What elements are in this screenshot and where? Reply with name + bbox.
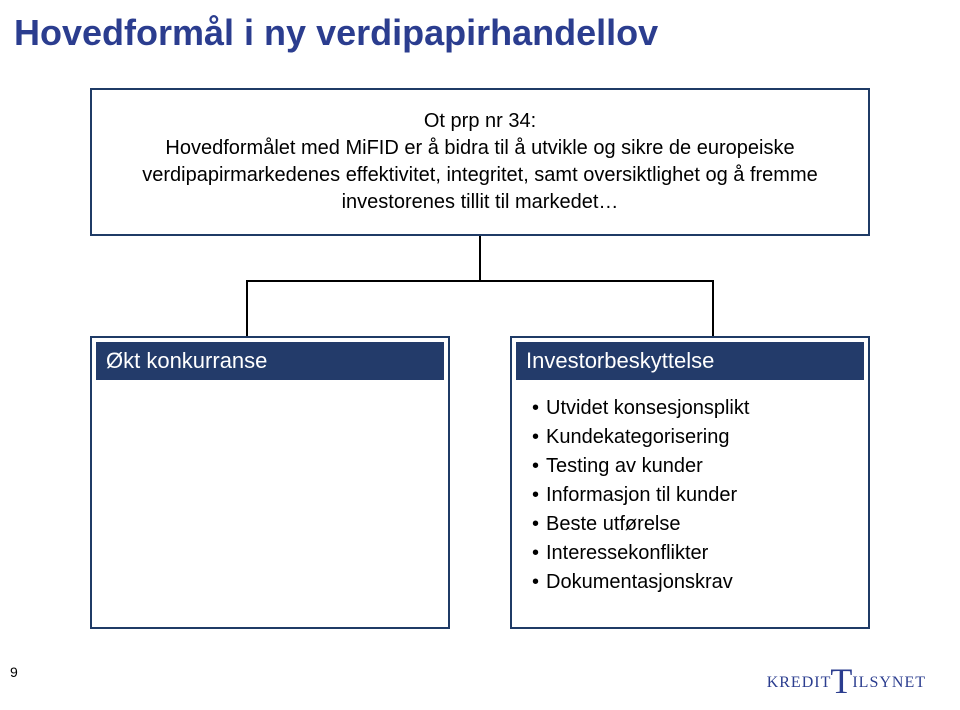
list-item: Utvidet konsesjonsplikt xyxy=(532,394,854,423)
list-item: Dokumentasjonskrav xyxy=(532,568,854,597)
logo: KREDIT T ILSYNET xyxy=(767,667,926,692)
main-objective-box: Ot prp nr 34: Hovedformålet med MiFID er… xyxy=(90,88,870,236)
list-item: Interessekonflikter xyxy=(532,539,854,568)
list-item: Beste utførelse xyxy=(532,510,854,539)
page-title: Hovedformål i ny verdipapirhandellov xyxy=(0,0,960,60)
connector-h xyxy=(246,280,714,282)
connector-lines xyxy=(90,236,870,336)
right-column-body: Utvidet konsesjonspliktKundekategoriseri… xyxy=(516,380,864,623)
list-item: Kundekategorisering xyxy=(532,423,854,452)
right-column-list: Utvidet konsesjonspliktKundekategoriseri… xyxy=(532,394,854,597)
connector-v-left xyxy=(246,280,248,336)
left-column-header: Økt konkurranse xyxy=(96,342,444,380)
logo-right: ILSYNET xyxy=(852,674,926,692)
connector-v-right xyxy=(712,280,714,336)
main-objective-line1: Ot prp nr 34: xyxy=(114,108,846,135)
right-column-header: Investorbeskyttelse xyxy=(516,342,864,380)
right-column: Investorbeskyttelse Utvidet konsesjonspl… xyxy=(510,336,870,629)
page-number: 9 xyxy=(10,664,18,680)
list-item: Informasjon til kunder xyxy=(532,481,854,510)
logo-left: KREDIT xyxy=(767,674,832,692)
columns-container: Økt konkurranse Investorbeskyttelse Utvi… xyxy=(90,336,870,629)
main-objective-line2: Hovedformålet med MiFID er å bidra til å… xyxy=(114,135,846,216)
logo-big-t: T xyxy=(830,667,853,695)
list-item: Testing av kunder xyxy=(532,452,854,481)
left-column: Økt konkurranse xyxy=(90,336,450,629)
